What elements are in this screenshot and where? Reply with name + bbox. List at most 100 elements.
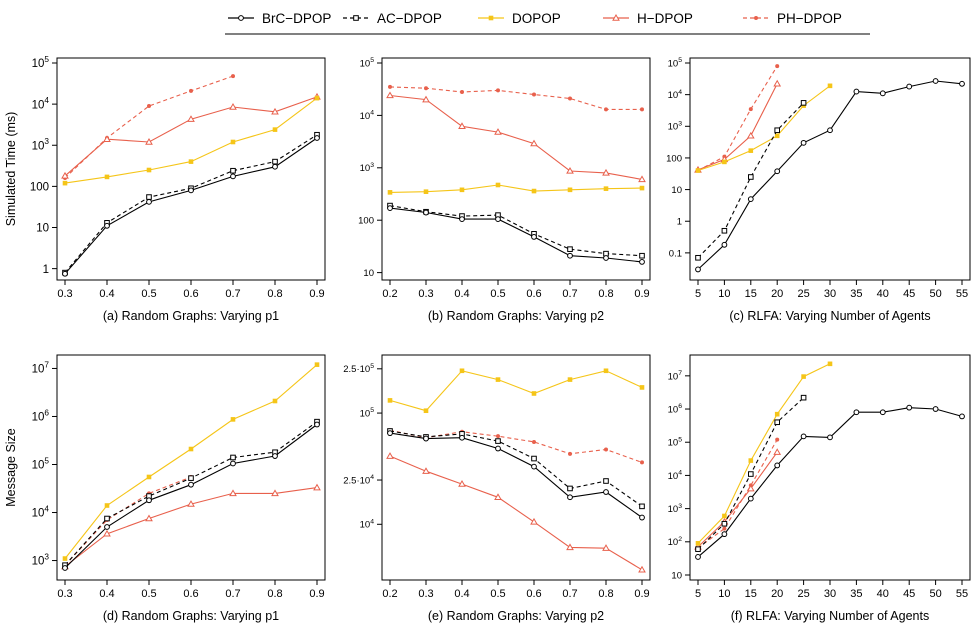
data-point (272, 398, 278, 404)
x-tick-label: 0.8 (598, 588, 613, 600)
data-point (530, 517, 538, 525)
data-point (566, 543, 574, 551)
x-axis-label: (e) Random Graphs: Varying p2 (428, 609, 604, 623)
y-tick-label: 104 (360, 110, 375, 122)
series-dopop (387, 182, 645, 195)
legend: BrC−DPOP AC−DPOP DOPOP H−DPOP PH−DPOP (225, 11, 870, 35)
data-point (568, 96, 572, 101)
x-axis-label: (c) RLFA: Varying Number of Agents (729, 309, 930, 323)
data-point (146, 474, 152, 480)
data-point (231, 74, 235, 79)
data-point (104, 222, 110, 229)
data-point (774, 411, 780, 417)
series-group (386, 84, 646, 265)
x-tick-label: 0.6 (526, 588, 541, 600)
data-point (639, 259, 645, 265)
data-point (603, 368, 609, 374)
legend-marker (353, 15, 359, 21)
data-point (695, 266, 701, 273)
series-dopop (387, 368, 645, 414)
data-point (748, 174, 754, 180)
data-point (959, 80, 965, 87)
data-point (459, 368, 465, 374)
y-tick-label: 10 (36, 223, 49, 235)
data-point (61, 171, 69, 179)
data-point (567, 494, 573, 501)
series-dopop (62, 362, 320, 561)
x-tick-label: 0.8 (267, 588, 282, 600)
data-point (722, 513, 727, 519)
series-line (697, 439, 778, 549)
series-line (697, 451, 778, 548)
series-h-dpop (61, 92, 321, 179)
data-point (188, 187, 194, 194)
x-tick-label: 30 (824, 588, 836, 600)
data-point (827, 127, 833, 134)
series-h-dpop (386, 452, 646, 573)
data-point (774, 419, 781, 426)
x-tick-label: 45 (903, 288, 915, 300)
data-point (774, 133, 780, 139)
x-tick-label: 0.3 (418, 588, 433, 600)
x-tick-label: 10 (718, 288, 730, 300)
y-tick-label: 105 (668, 57, 683, 69)
legend-item-ac-dpop: AC−DPOP (343, 11, 442, 26)
x-tick-label: 10 (718, 588, 730, 600)
data-point (566, 166, 574, 174)
data-point (314, 362, 320, 367)
data-point (496, 434, 500, 439)
data-point (531, 391, 537, 396)
series-h-dpop (61, 483, 321, 570)
series-line (389, 205, 643, 257)
series-brc-dpop (62, 421, 320, 571)
data-point (104, 524, 110, 530)
y-axis: 104 2.5·104 105 2.5·105 (343, 363, 382, 531)
x-tick-label: 0.9 (634, 288, 649, 300)
data-point (604, 107, 608, 112)
x-tick-label: 0.6 (183, 288, 198, 300)
data-point (774, 168, 781, 175)
y-axis: 10 102 103 104 105 106 107 (668, 370, 690, 581)
series-brc-dpop (387, 205, 645, 265)
series-dopop (695, 361, 833, 546)
data-point (494, 128, 502, 135)
data-point (387, 205, 393, 212)
data-point (722, 159, 727, 165)
data-point (906, 404, 913, 411)
series-line (389, 86, 642, 110)
data-point (721, 241, 728, 248)
series-h-dpop (386, 91, 646, 183)
data-point (104, 503, 110, 508)
data-point (230, 460, 236, 467)
y-tick-label: 100 (358, 216, 374, 227)
data-point (638, 175, 646, 183)
legend-label: PH−DPOP (777, 11, 842, 26)
y-tick-label: 105 (32, 456, 50, 471)
data-point (230, 173, 236, 180)
data-point (494, 493, 502, 500)
data-point (387, 398, 393, 403)
x-tick-label: 0.8 (598, 288, 613, 300)
series-line (389, 184, 643, 193)
series-line (64, 137, 318, 275)
series-line (389, 370, 643, 412)
y-tick-label: 105 (360, 57, 375, 69)
data-point (800, 139, 807, 146)
x-tick-label: 0.2 (382, 588, 397, 600)
data-point (853, 409, 860, 416)
series-ph-dpop (63, 74, 235, 180)
data-point (187, 500, 195, 507)
data-point (495, 182, 501, 188)
data-point (775, 64, 780, 69)
data-point (62, 180, 68, 186)
data-point (603, 255, 609, 261)
y-tick-label: 0.1 (669, 248, 682, 259)
data-point (423, 209, 429, 216)
x-tick-label: 0.7 (225, 288, 240, 300)
data-point (603, 489, 609, 495)
series-line (697, 85, 831, 172)
data-point (460, 89, 464, 94)
series-line (64, 75, 234, 179)
data-point (695, 546, 701, 552)
data-point (640, 107, 644, 112)
